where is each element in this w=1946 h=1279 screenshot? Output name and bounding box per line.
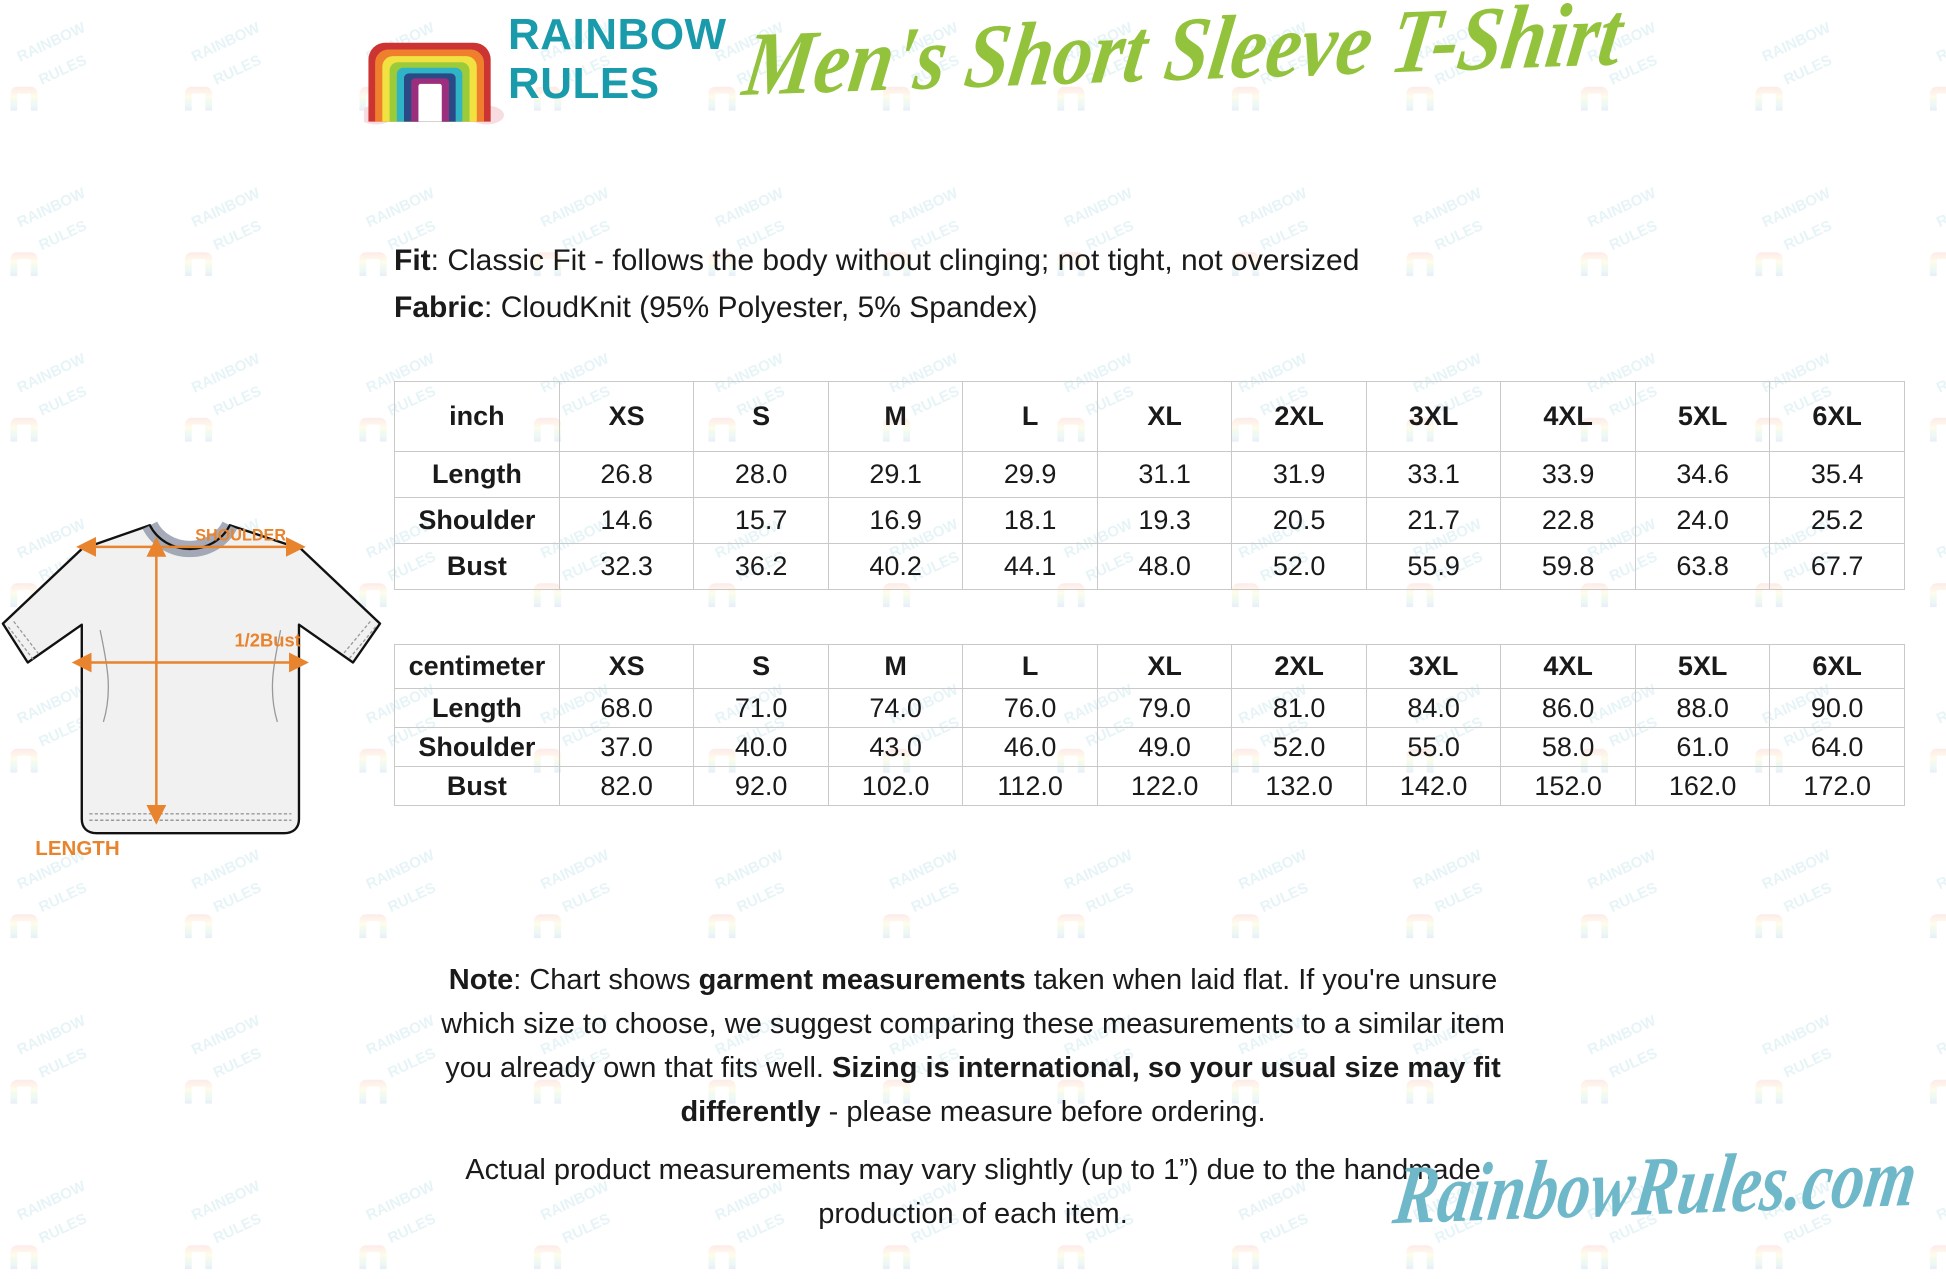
svg-text:LENGTH: LENGTH bbox=[35, 837, 119, 857]
svg-text:SHOULDER: SHOULDER bbox=[195, 526, 286, 544]
svg-text:1/2Bust: 1/2Bust bbox=[234, 629, 300, 650]
